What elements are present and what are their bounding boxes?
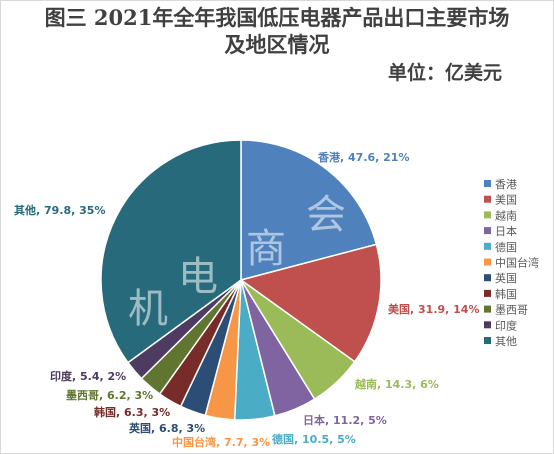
- legend-label-6: 中国台湾: [495, 256, 539, 270]
- legend-swatch-5: [484, 242, 491, 250]
- pie-slice-11: [100, 139, 242, 364]
- data-label-5: 德国, 10.5, 5%: [271, 432, 356, 446]
- watermark-char-4: 会: [306, 192, 346, 238]
- legend-swatch-9: [484, 305, 491, 313]
- legend-label-11: 其他: [495, 335, 517, 348]
- data-label-9: 墨西哥, 6.2, 3%: [66, 389, 153, 402]
- legend-label-1: 香港: [495, 178, 517, 191]
- legend-swatch-10: [484, 321, 491, 329]
- data-labels: 香港, 47.6, 21% 美国, 31.9, 14% 越南, 14.3, 6% 日本…: [14, 150, 480, 449]
- data-label-7: 英国, 6.8, 3%: [128, 421, 205, 435]
- data-label-3: 越南, 14.3, 6%: [354, 377, 439, 391]
- pie-slice-2: [239, 243, 382, 363]
- pie-slices: [100, 139, 382, 421]
- title-line-2: 及地区情况: [224, 32, 330, 57]
- legend-label-8: 韩国: [495, 287, 517, 301]
- data-label-8: 韩国, 6.3, 3%: [94, 405, 170, 419]
- data-label-4: 日本, 11.2, 5%: [303, 413, 387, 427]
- pie-slice-1: [240, 139, 378, 281]
- chart-title: 图三 2021年全年我国低压电器产品出口主要市场 及地区情况: [0, 4, 554, 58]
- legend-swatch-7: [484, 274, 491, 282]
- legend-swatch-8: [484, 289, 491, 297]
- watermark-char-2: 电: [178, 254, 218, 300]
- legend-swatch-2: [484, 195, 491, 203]
- legend-label-9: 墨西哥: [495, 304, 528, 317]
- title-line-1: 图三 2021年全年我国低压电器产品出口主要市场: [44, 5, 510, 30]
- unit-label: 单位：亿美元: [388, 62, 503, 84]
- legend-swatch-11: [484, 337, 491, 344]
- data-label-11: 其他, 79.8, 35%: [14, 203, 106, 217]
- legend-swatch-4: [484, 227, 491, 235]
- legend-label-2: 美国: [495, 194, 517, 207]
- data-label-6: 中国台湾, 7.7, 3%: [172, 435, 270, 449]
- watermark-char-1: 机: [128, 286, 168, 332]
- watermark-char-3: 商: [246, 226, 286, 272]
- data-label-10: 印度, 5.4, 2%: [50, 369, 126, 383]
- legend-label-5: 德国: [495, 240, 517, 254]
- legend-label-10: 印度: [495, 318, 517, 332]
- data-label-1: 香港, 47.6, 21%: [317, 150, 410, 164]
- legend-label-4: 日本: [495, 224, 517, 238]
- legend-swatch-3: [484, 211, 491, 219]
- legend-label-7: 英国: [495, 271, 517, 285]
- watermark: 机 电 商 会: [128, 192, 346, 332]
- data-label-2: 美国, 31.9, 14%: [388, 302, 480, 316]
- legend-swatch-6: [484, 258, 491, 266]
- legend-label-3: 越南: [495, 208, 517, 222]
- legend-swatch-1: [484, 180, 491, 187]
